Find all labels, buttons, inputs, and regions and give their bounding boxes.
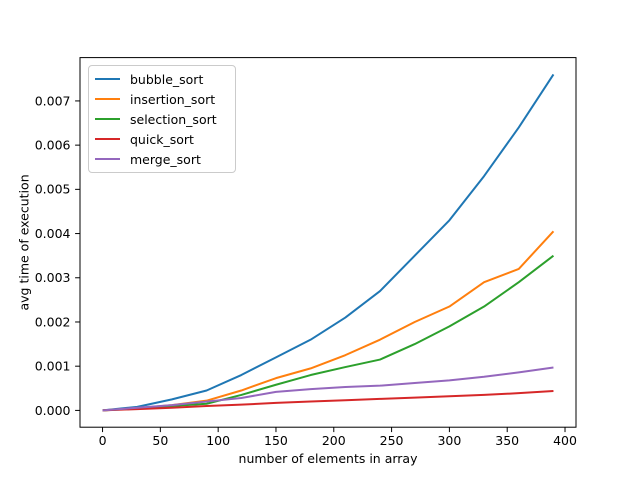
y-tick-label: 0.006 bbox=[35, 138, 71, 153]
x-tick-label: 200 bbox=[322, 433, 346, 448]
legend-entry-insertion_sort: insertion_sort bbox=[89, 89, 235, 109]
series-line-quick_sort bbox=[102, 389, 554, 412]
legend-line-swatch bbox=[95, 118, 120, 120]
series-line-merge_sort bbox=[102, 366, 554, 412]
legend-entry-quick_sort: quick_sort bbox=[89, 129, 235, 149]
series-line-insertion_sort bbox=[102, 230, 555, 412]
x-axis-label: number of elements in array bbox=[238, 451, 418, 466]
axes-frame bbox=[79, 57, 577, 428]
x-tick-label: 50 bbox=[152, 433, 168, 448]
legend-line-swatch bbox=[95, 138, 120, 140]
y-tick-label: 0.007 bbox=[35, 93, 71, 108]
legend-label: merge_sort bbox=[130, 151, 201, 167]
series-line-bubble_sort bbox=[102, 73, 555, 412]
x-tick-label: 100 bbox=[206, 433, 230, 448]
x-tick-label: 400 bbox=[553, 433, 577, 448]
y-tick-label: 0.002 bbox=[35, 314, 71, 329]
x-tick-label: 350 bbox=[495, 433, 519, 448]
legend-entry-selection_sort: selection_sort bbox=[89, 109, 235, 129]
legend-entry-merge_sort: merge_sort bbox=[89, 149, 235, 169]
series-line-selection_sort bbox=[102, 254, 555, 412]
x-tick-label: 300 bbox=[437, 433, 461, 448]
legend-line-swatch bbox=[95, 98, 120, 100]
legend-label: bubble_sort bbox=[130, 71, 204, 87]
legend-line-swatch bbox=[95, 78, 120, 80]
y-tick-label: 0.001 bbox=[35, 359, 71, 374]
y-axis-label: avg time of execution bbox=[16, 174, 32, 311]
y-tick-label: 0.003 bbox=[35, 270, 71, 285]
x-tick-label: 250 bbox=[380, 433, 404, 448]
legend-entry-bubble_sort: bubble_sort bbox=[89, 69, 235, 89]
y-tick-label: 0.000 bbox=[35, 403, 71, 418]
legend-label: insertion_sort bbox=[130, 91, 216, 107]
y-tick-label: 0.005 bbox=[35, 182, 71, 197]
x-tick-label: 150 bbox=[264, 433, 288, 448]
x-tick-label: 0 bbox=[99, 433, 107, 448]
legend-label: quick_sort bbox=[130, 131, 194, 147]
y-tick-label: 0.004 bbox=[35, 226, 71, 241]
legend-label: selection_sort bbox=[130, 111, 217, 127]
legend-line-swatch bbox=[95, 158, 120, 160]
